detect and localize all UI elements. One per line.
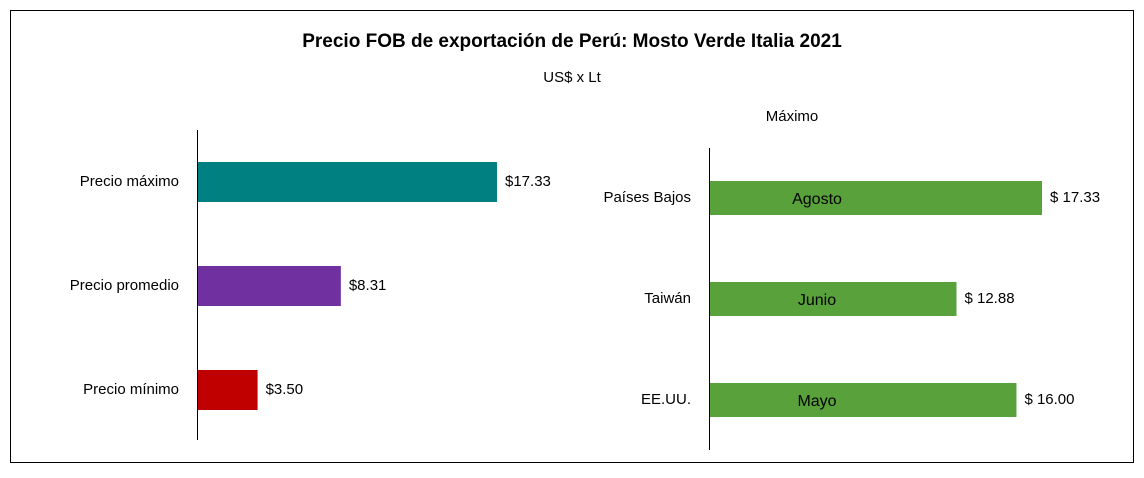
y-tick-label: Precio mínimo — [83, 381, 179, 398]
bar — [197, 266, 341, 306]
y-tick-label: EE.UU. — [641, 391, 691, 408]
bar-annotation: Agosto — [792, 191, 842, 208]
bar — [197, 162, 497, 202]
data-label: $ 12.88 — [964, 290, 1014, 307]
data-label: $17.33 — [505, 173, 551, 190]
data-label: $ 17.33 — [1050, 189, 1100, 206]
chart-title: Precio FOB de exportación de Perú: Mosto… — [302, 31, 842, 52]
data-label: $8.31 — [349, 277, 387, 294]
chart-subtitle: US$ x Lt — [543, 69, 601, 86]
bar — [709, 181, 1042, 215]
bar-annotation: Junio — [798, 292, 836, 309]
y-tick-label: Precio máximo — [80, 173, 179, 190]
chart-title: Máximo — [766, 108, 819, 125]
y-tick-label: Taiwán — [644, 290, 691, 307]
bar — [709, 383, 1017, 417]
y-tick-label: Precio promedio — [70, 277, 179, 294]
data-label: $3.50 — [266, 381, 304, 398]
y-tick-label: Países Bajos — [603, 189, 691, 206]
bar — [197, 370, 258, 410]
data-label: $ 16.00 — [1024, 391, 1074, 408]
bar — [709, 282, 957, 316]
bar-annotation: Mayo — [797, 393, 836, 410]
